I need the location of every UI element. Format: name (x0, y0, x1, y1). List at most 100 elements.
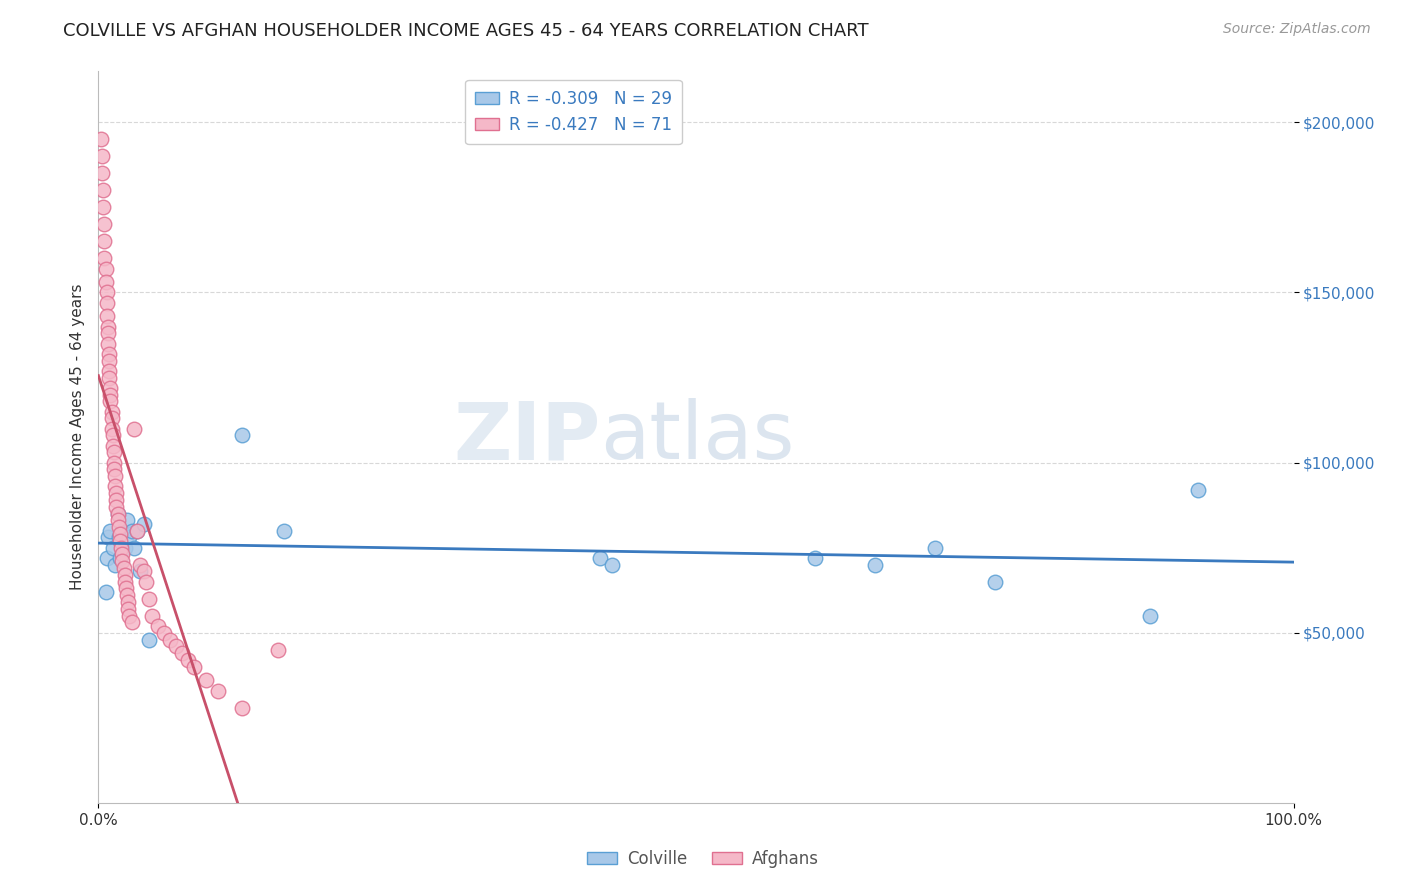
Point (103, 445, 125, 459)
Point (153, 625, 176, 640)
Point (115, 513, 138, 527)
Point (93, 235, 115, 249)
Text: Source: ZipAtlas.com: Source: ZipAtlas.com (1223, 22, 1371, 37)
Point (124, 541, 146, 555)
Y-axis label: Householder Income Ages 45 - 64 years: Householder Income Ages 45 - 64 years (69, 284, 84, 591)
Point (104, 469, 127, 483)
Point (111, 524, 134, 538)
Point (865, 558, 887, 572)
Point (924, 541, 946, 555)
Point (129, 558, 152, 572)
Point (138, 591, 160, 606)
Point (118, 531, 141, 545)
Point (141, 608, 163, 623)
Point (100, 421, 122, 435)
Point (108, 533, 131, 548)
Point (105, 493, 128, 508)
Point (98, 387, 122, 401)
Point (96, 550, 118, 565)
Point (159, 632, 181, 647)
Point (97, 319, 120, 334)
Point (1187, 483, 1209, 497)
Point (104, 558, 127, 572)
Point (117, 602, 139, 616)
Point (101, 541, 124, 555)
Point (107, 531, 129, 545)
Point (804, 550, 827, 565)
Point (108, 527, 131, 541)
Text: atlas: atlas (600, 398, 794, 476)
Point (110, 541, 132, 555)
Point (183, 659, 205, 673)
Point (103, 456, 125, 470)
Point (112, 561, 135, 575)
Point (138, 632, 160, 647)
Point (121, 615, 143, 630)
Point (98, 394, 122, 409)
Point (101, 439, 124, 453)
Point (98, 381, 122, 395)
Point (96, 285, 118, 300)
Point (125, 524, 148, 538)
Point (117, 595, 139, 609)
Point (231, 428, 253, 442)
Point (93, 218, 115, 232)
Point (111, 554, 134, 568)
Point (273, 524, 295, 538)
Point (98, 524, 122, 538)
Point (97, 326, 120, 341)
Point (115, 582, 138, 596)
Point (100, 411, 122, 425)
Point (94, 275, 117, 289)
Point (172, 646, 194, 660)
Point (97, 336, 120, 351)
Point (105, 500, 128, 514)
Point (107, 520, 129, 534)
Point (98, 353, 121, 368)
Point (111, 548, 134, 562)
Point (125, 524, 148, 538)
Point (93, 252, 115, 266)
Point (94, 261, 117, 276)
Point (91, 149, 114, 163)
Point (114, 541, 136, 555)
Point (98, 364, 121, 378)
Point (132, 516, 155, 531)
Point (132, 565, 155, 579)
Point (96, 310, 118, 324)
Point (104, 479, 127, 493)
Text: COLVILLE VS AFGHAN HOUSEHOLDER INCOME AGES 45 - 64 YEARS CORRELATION CHART: COLVILLE VS AFGHAN HOUSEHOLDER INCOME AG… (63, 22, 869, 40)
Point (98, 347, 121, 361)
Point (1139, 608, 1161, 623)
Point (165, 640, 187, 654)
Point (195, 673, 218, 688)
Legend: Colville, Afghans: Colville, Afghans (581, 843, 825, 874)
Point (148, 619, 170, 633)
Point (602, 558, 624, 572)
Point (90, 132, 112, 146)
Text: ZIP: ZIP (453, 398, 600, 476)
Point (135, 574, 157, 589)
Point (97, 531, 120, 545)
Point (108, 550, 131, 565)
Point (231, 700, 253, 714)
Point (589, 550, 612, 565)
Point (121, 524, 143, 538)
Point (96, 295, 118, 310)
Point (91, 166, 114, 180)
Point (105, 486, 128, 500)
Point (100, 404, 122, 418)
Point (115, 588, 138, 602)
Legend: R = -0.309   N = 29, R = -0.427   N = 71: R = -0.309 N = 29, R = -0.427 N = 71 (465, 79, 682, 144)
Point (984, 574, 1007, 589)
Point (177, 653, 200, 667)
Point (94, 585, 117, 599)
Point (207, 683, 229, 698)
Point (107, 507, 129, 521)
Point (118, 608, 141, 623)
Point (103, 462, 125, 476)
Point (107, 513, 129, 527)
Point (129, 565, 152, 579)
Point (91, 201, 114, 215)
Point (101, 428, 124, 442)
